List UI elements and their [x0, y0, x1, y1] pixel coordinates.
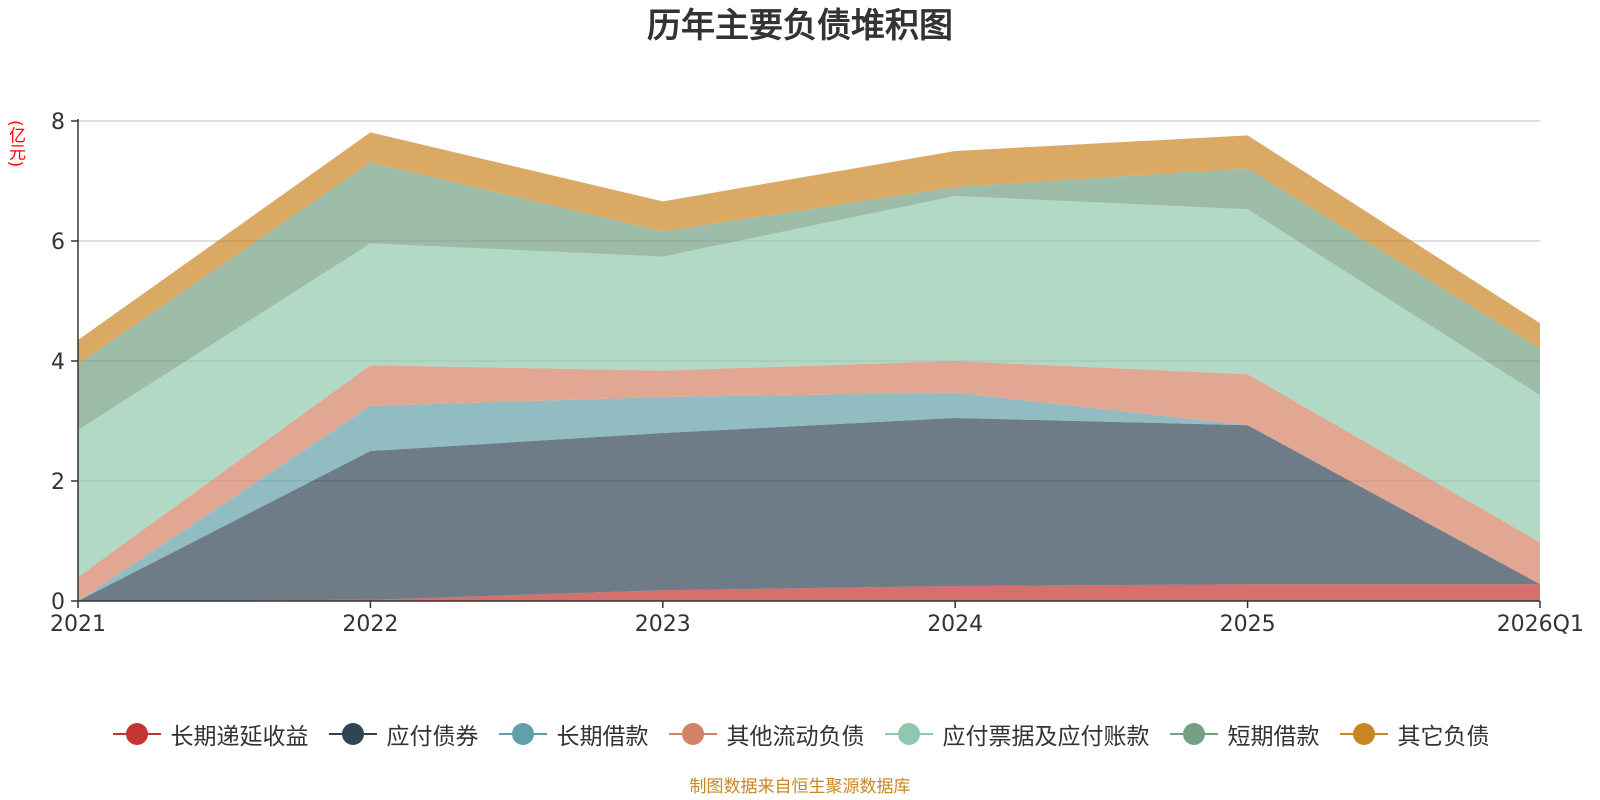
legend-label: 短期借款: [1227, 724, 1320, 750]
chart-plot-area: 0 2 4 6 8 2021 2022 2023 2024 2025 2026Q1: [50, 110, 1584, 637]
legend-label: 其他流动负债: [726, 724, 865, 750]
legend-marker-icon: [883, 722, 935, 746]
area-series-4: [78, 196, 1540, 577]
area-series-5: [78, 162, 1540, 430]
legend-item-0[interactable]: 长期递延收益: [111, 717, 309, 751]
tick-labels: 0 2 4 6 8 2021 2022 2023 2024 2025 2026Q1: [50, 110, 1584, 637]
area-series-2: [78, 392, 1540, 601]
x-tick-label-3: 2024: [927, 612, 983, 637]
area-series-1: [78, 418, 1540, 601]
legend-item-1[interactable]: 应付债券: [327, 717, 479, 751]
legend-marker-icon: [1168, 722, 1220, 746]
legend-label: 应付票据及应付账款: [942, 724, 1150, 750]
legend-marker-dot: [1182, 723, 1205, 745]
area-series-6: [78, 132, 1540, 364]
x-tick-label-2: 2023: [635, 612, 691, 637]
source-note: 制图数据来自恒生聚源数据库: [689, 777, 911, 797]
legend-marker-dot: [1352, 723, 1375, 745]
x-tick-label-5: 2026Q1: [1497, 612, 1584, 637]
legend-label: 其它负债: [1397, 724, 1490, 750]
chart-title: 历年主要负债堆积图: [647, 6, 953, 46]
legend-label: 长期递延收益: [170, 724, 309, 750]
legend-marker-dot: [341, 723, 364, 745]
legend-marker-dot: [897, 723, 920, 745]
legend-marker-icon: [497, 722, 549, 746]
area-series-0: [78, 584, 1540, 601]
legend-item-2[interactable]: 长期借款: [497, 717, 649, 751]
y-tick-label-4: 4: [51, 350, 65, 375]
legend-marker-icon: [1338, 722, 1390, 746]
x-tick-label-4: 2025: [1220, 612, 1276, 637]
legend-marker-icon: [111, 722, 163, 746]
legend-item-5[interactable]: 短期借款: [1168, 717, 1320, 751]
legend-marker-dot: [511, 723, 534, 745]
y-axis-unit-label: (亿元): [5, 120, 25, 168]
stacked-areas: [78, 132, 1540, 601]
legend: 长期递延收益 应付债券 长期借款 其他流动负债 应付票据及应付账款 短期借款 其它负债: [0, 716, 1600, 752]
legend-marker-icon: [327, 722, 379, 746]
x-tick-label-1: 2022: [342, 612, 398, 637]
legend-label: 应付债券: [386, 724, 479, 750]
legend-marker-dot: [125, 723, 148, 745]
legend-item-3[interactable]: 其他流动负债: [667, 717, 865, 751]
y-tick-label-2: 2: [51, 470, 65, 495]
y-tick-label-8: 8: [51, 110, 65, 135]
y-tick-label-0: 0: [51, 590, 65, 615]
x-tick-label-0: 2021: [50, 612, 106, 637]
axes: [71, 119, 1541, 608]
legend-marker-dot: [681, 723, 704, 745]
legend-label: 长期借款: [556, 724, 649, 750]
legend-item-4[interactable]: 应付票据及应付账款: [883, 717, 1150, 751]
legend-item-6[interactable]: 其它负债: [1338, 717, 1490, 751]
y-tick-label-6: 6: [51, 230, 65, 255]
legend-marker-icon: [667, 722, 719, 746]
